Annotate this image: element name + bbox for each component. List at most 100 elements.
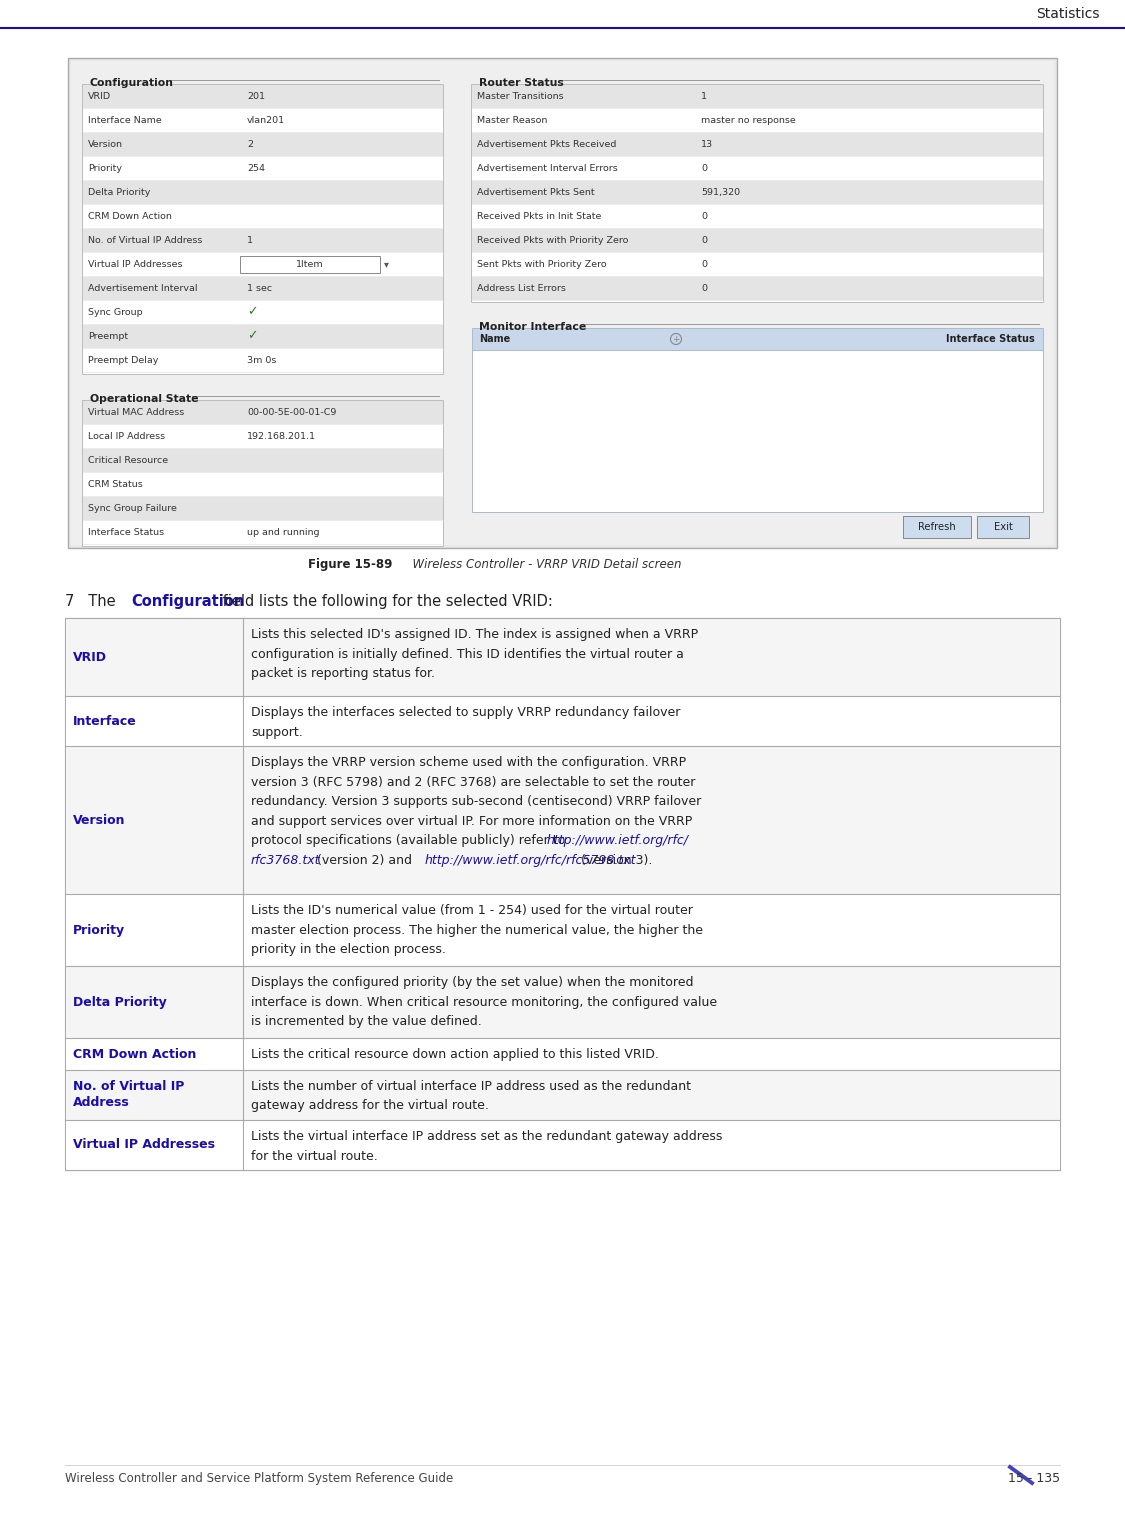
Text: Refresh: Refresh: [918, 522, 956, 532]
Text: is incremented by the value defined.: is incremented by the value defined.: [251, 1015, 482, 1029]
Text: Version: Version: [88, 140, 123, 149]
Text: Advertisement Pkts Sent: Advertisement Pkts Sent: [477, 188, 595, 197]
Text: Exit: Exit: [993, 522, 1012, 532]
Text: Configuration: Configuration: [130, 595, 244, 608]
Text: 192.168.201.1: 192.168.201.1: [248, 431, 316, 440]
Text: version 3 (RFC 5798) and 2 (RFC 3768) are selectable to set the router: version 3 (RFC 5798) and 2 (RFC 3768) ar…: [251, 775, 695, 789]
Text: Displays the VRRP version scheme used with the configuration. VRRP: Displays the VRRP version scheme used wi…: [251, 755, 686, 769]
Text: +: +: [673, 335, 680, 343]
Text: Figure 15-89: Figure 15-89: [308, 558, 393, 570]
Text: 0: 0: [701, 235, 706, 244]
Text: Sync Group: Sync Group: [88, 308, 143, 317]
Text: Lists the ID's numerical value (from 1 - 254) used for the virtual router: Lists the ID's numerical value (from 1 -…: [251, 904, 693, 916]
Text: 0: 0: [701, 164, 706, 173]
Text: Lists the critical resource down action applied to this listed VRID.: Lists the critical resource down action …: [251, 1048, 659, 1060]
Bar: [65, 619, 1060, 695]
Text: 201: 201: [248, 91, 266, 100]
Text: Virtual IP Addresses: Virtual IP Addresses: [73, 1138, 215, 1151]
Bar: [82, 132, 442, 156]
Bar: [65, 1121, 1060, 1170]
Text: 1Item: 1Item: [296, 259, 324, 269]
Text: Sync Group Failure: Sync Group Failure: [88, 504, 177, 513]
Bar: [82, 520, 442, 543]
Bar: [82, 252, 442, 276]
Text: Virtual IP Addresses: Virtual IP Addresses: [88, 259, 182, 269]
Bar: [471, 85, 1043, 108]
Text: Preempt: Preempt: [88, 332, 128, 340]
Bar: [82, 181, 442, 203]
Bar: [82, 300, 442, 323]
Text: up and running: up and running: [248, 528, 320, 537]
Text: Delta Priority: Delta Priority: [73, 995, 166, 1009]
Text: Wireless Controller - VRRP VRID Detail screen: Wireless Controller - VRRP VRID Detail s…: [405, 558, 682, 570]
Bar: [471, 350, 1043, 513]
Text: Configuration: Configuration: [90, 77, 174, 88]
Bar: [65, 966, 1060, 1038]
Text: Delta Priority: Delta Priority: [88, 188, 151, 197]
Text: 3m 0s: 3m 0s: [248, 355, 277, 364]
Text: Advertisement Interval: Advertisement Interval: [88, 284, 198, 293]
Text: 00-00-5E-00-01-C9: 00-00-5E-00-01-C9: [248, 408, 336, 417]
Bar: [82, 400, 442, 423]
Text: ▾: ▾: [384, 259, 389, 269]
Text: Wireless Controller and Service Platform System Reference Guide: Wireless Controller and Service Platform…: [65, 1471, 453, 1485]
Text: and support services over virtual IP. For more information on the VRRP: and support services over virtual IP. Fo…: [251, 815, 692, 827]
Bar: [71, 61, 1054, 545]
Text: Sent Pkts with Priority Zero: Sent Pkts with Priority Zero: [477, 259, 606, 269]
Text: Address List Errors: Address List Errors: [477, 284, 566, 293]
Bar: [471, 181, 1043, 203]
Text: 1 sec: 1 sec: [248, 284, 272, 293]
Bar: [471, 229, 1043, 252]
Text: Version: Version: [73, 813, 126, 827]
Text: Operational State: Operational State: [90, 394, 198, 404]
Text: Address: Address: [73, 1097, 129, 1109]
Text: rfc3768.txt: rfc3768.txt: [251, 854, 321, 866]
Bar: [82, 276, 442, 299]
Text: 1: 1: [248, 235, 253, 244]
Bar: [82, 85, 442, 108]
Text: protocol specifications (available publicly) refer to: protocol specifications (available publi…: [251, 834, 569, 846]
Text: 0: 0: [701, 259, 706, 269]
Text: Lists this selected ID's assigned ID. The index is assigned when a VRRP: Lists this selected ID's assigned ID. Th…: [251, 628, 699, 642]
Bar: [471, 109, 1043, 132]
Text: VRID: VRID: [73, 651, 107, 663]
Bar: [82, 349, 442, 372]
Bar: [65, 746, 1060, 894]
Text: Monitor Interface: Monitor Interface: [479, 322, 586, 332]
Bar: [82, 496, 442, 519]
Text: Local IP Address: Local IP Address: [88, 431, 165, 440]
Bar: [471, 83, 1043, 302]
Text: Virtual MAC Address: Virtual MAC Address: [88, 408, 184, 417]
Text: 1: 1: [701, 91, 706, 100]
Text: priority in the election process.: priority in the election process.: [251, 944, 446, 956]
Text: configuration is initially defined. This ID identifies the virtual router a: configuration is initially defined. This…: [251, 648, 684, 660]
Bar: [471, 252, 1043, 276]
Text: support.: support.: [251, 725, 303, 739]
Text: Lists the number of virtual interface IP address used as the redundant: Lists the number of virtual interface IP…: [251, 1080, 691, 1094]
Bar: [68, 58, 1058, 548]
Text: 254: 254: [248, 164, 266, 173]
Text: Critical Resource: Critical Resource: [88, 455, 168, 464]
Text: ✓: ✓: [248, 329, 258, 343]
Text: 7   The: 7 The: [65, 595, 120, 608]
Bar: [82, 449, 442, 472]
Bar: [82, 205, 442, 228]
Text: No. of Virtual IP: No. of Virtual IP: [73, 1080, 184, 1094]
Text: http://www.ietf.org/rfc/rfc5798.txt: http://www.ietf.org/rfc/rfc5798.txt: [425, 854, 637, 866]
Bar: [82, 400, 443, 546]
Bar: [65, 895, 1060, 965]
Text: Interface Name: Interface Name: [88, 115, 162, 124]
Bar: [82, 229, 442, 252]
Text: 591,320: 591,320: [701, 188, 740, 197]
Text: Priority: Priority: [88, 164, 122, 173]
Text: interface is down. When critical resource monitoring, the configured value: interface is down. When critical resourc…: [251, 995, 717, 1009]
Bar: [903, 516, 971, 539]
Bar: [82, 425, 442, 448]
Bar: [471, 328, 1043, 350]
Text: packet is reporting status for.: packet is reporting status for.: [251, 667, 435, 680]
Bar: [65, 1039, 1060, 1069]
Text: Received Pkts with Priority Zero: Received Pkts with Priority Zero: [477, 235, 629, 244]
Bar: [65, 1071, 1060, 1120]
Bar: [65, 696, 1060, 745]
Text: gateway address for the virtual route.: gateway address for the virtual route.: [251, 1100, 489, 1112]
